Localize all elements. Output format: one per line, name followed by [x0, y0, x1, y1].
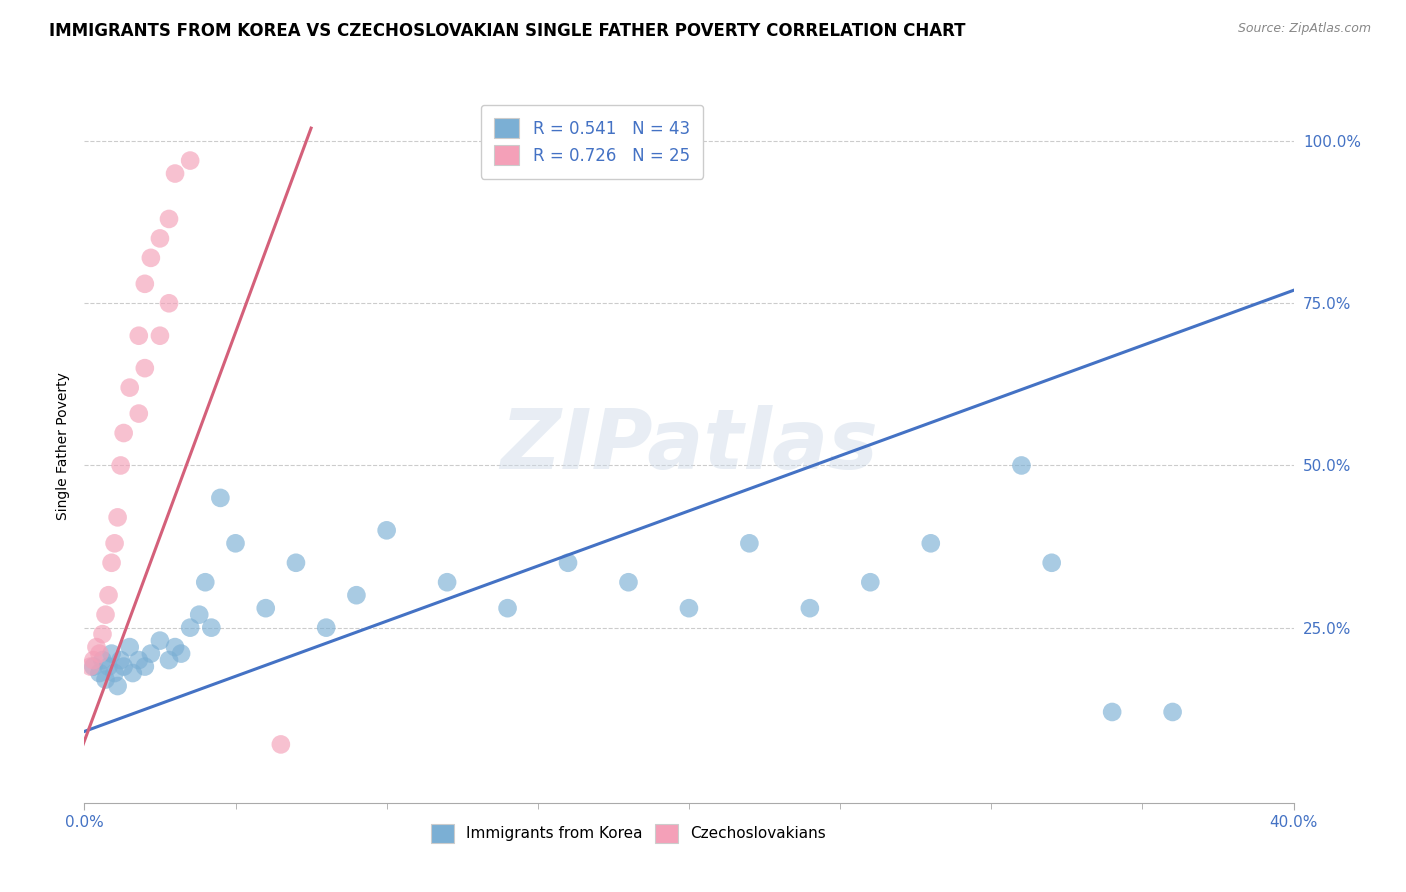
Point — [86, 640, 108, 654]
Point — [225, 536, 247, 550]
Point — [121, 666, 143, 681]
Point — [270, 738, 292, 752]
Point — [107, 679, 129, 693]
Point — [134, 277, 156, 291]
Point — [157, 653, 180, 667]
Text: IMMIGRANTS FROM KOREA VS CZECHOSLOVAKIAN SINGLE FATHER POVERTY CORRELATION CHART: IMMIGRANTS FROM KOREA VS CZECHOSLOVAKIAN… — [49, 22, 966, 40]
Point — [89, 647, 111, 661]
Point — [107, 510, 129, 524]
Point — [285, 556, 308, 570]
Legend: Immigrants from Korea, Czechoslovakians: Immigrants from Korea, Czechoslovakians — [425, 818, 832, 848]
Text: ZIPatlas: ZIPatlas — [501, 406, 877, 486]
Point — [97, 588, 120, 602]
Point — [170, 647, 193, 661]
Point — [112, 659, 135, 673]
Point — [859, 575, 882, 590]
Point — [165, 167, 187, 181]
Point — [82, 653, 104, 667]
Point — [91, 653, 114, 667]
Point — [194, 575, 217, 590]
Point — [128, 328, 150, 343]
Point — [1040, 556, 1063, 570]
Point — [179, 621, 201, 635]
Point — [100, 647, 122, 661]
Point — [94, 673, 117, 687]
Point — [139, 647, 162, 661]
Point — [94, 607, 117, 622]
Point — [1101, 705, 1123, 719]
Point — [110, 653, 132, 667]
Point — [118, 640, 141, 654]
Point — [104, 536, 127, 550]
Point — [89, 666, 111, 681]
Point — [157, 211, 180, 226]
Point — [128, 407, 150, 421]
Point — [188, 607, 211, 622]
Point — [100, 556, 122, 570]
Point — [436, 575, 458, 590]
Point — [678, 601, 700, 615]
Point — [82, 659, 104, 673]
Point — [920, 536, 942, 550]
Point — [200, 621, 222, 635]
Y-axis label: Single Father Poverty: Single Father Poverty — [56, 372, 70, 520]
Point — [134, 659, 156, 673]
Point — [134, 361, 156, 376]
Point — [118, 381, 141, 395]
Point — [738, 536, 761, 550]
Point — [91, 627, 114, 641]
Point — [1161, 705, 1184, 719]
Point — [179, 153, 201, 168]
Point — [209, 491, 232, 505]
Point — [97, 659, 120, 673]
Point — [496, 601, 519, 615]
Point — [346, 588, 368, 602]
Point — [557, 556, 579, 570]
Point — [112, 425, 135, 440]
Point — [79, 659, 101, 673]
Text: Source: ZipAtlas.com: Source: ZipAtlas.com — [1237, 22, 1371, 36]
Point — [139, 251, 162, 265]
Point — [104, 666, 127, 681]
Point — [149, 633, 172, 648]
Point — [254, 601, 277, 615]
Point — [128, 653, 150, 667]
Point — [617, 575, 640, 590]
Point — [149, 231, 172, 245]
Point — [375, 524, 398, 538]
Point — [149, 328, 172, 343]
Point — [110, 458, 132, 473]
Point — [165, 640, 187, 654]
Point — [1011, 458, 1033, 473]
Point — [315, 621, 337, 635]
Point — [157, 296, 180, 310]
Point — [799, 601, 821, 615]
